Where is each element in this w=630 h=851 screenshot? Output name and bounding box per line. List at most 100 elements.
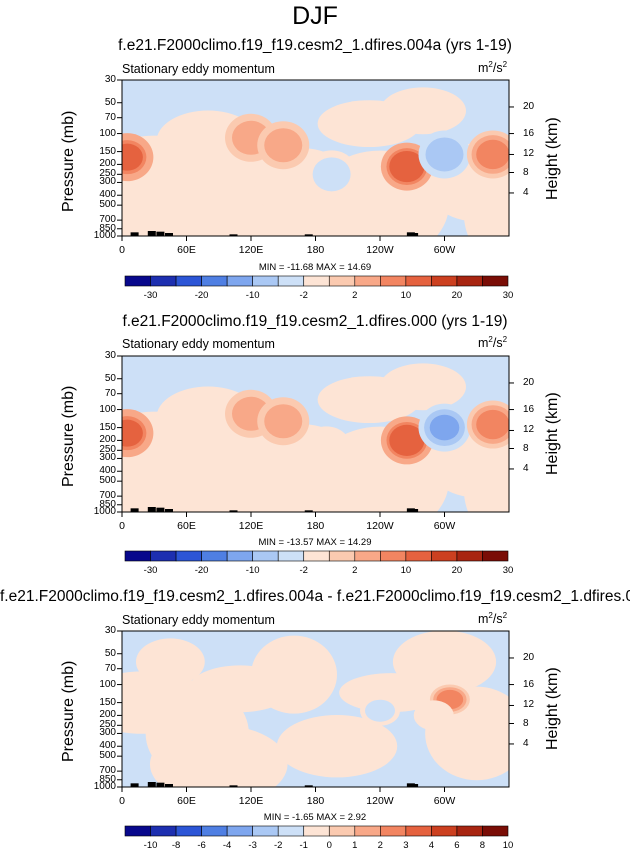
panel-2-colorbar-label: -10 [245,565,260,576]
panel-1-pressure-tick: 100 [99,127,116,139]
panel-1-colorbar-box [482,275,509,287]
panel-3-light-patch [251,635,337,714]
panel-2-colorbar-label: -2 [299,565,308,576]
panel-1-light-patch [122,179,273,236]
panel-3-pressure-tick: 50 [104,647,116,659]
panel-1-lon-tick: 0 [119,244,125,256]
panel-2-lon-tick: 0 [119,520,125,532]
panel-1-title: f.e21.F2000climo.f19_f19.cesm2_1.dfires.… [118,37,512,54]
panel-2-lon-tick: 60E [177,520,196,532]
panel-3-colorbar-label: 2 [377,840,383,851]
panel-2-colorbar-label: 30 [502,565,514,576]
panel-3-pressure-tick: 1000 [93,781,116,792]
panel-1-y2label: Height (km) [544,117,561,200]
panel-1-colorbar-label: 20 [451,290,463,301]
panel-3-colorbar-label: -3 [248,840,257,851]
panel-1-pressure-tick: 70 [104,111,116,123]
panel-2-pressure-tick: 850 [99,498,116,510]
panel-3-pressure-tick: 30 [104,625,116,636]
panel-2-colorbar-box [380,550,407,562]
panel-2-height-tick: 12 [523,424,535,436]
panel-3-colorbar-label: 3 [403,840,409,851]
panel-1-pressure-tick: 30 [104,74,116,85]
panel-1-pressure-tick: 250 [99,168,116,180]
panel-2-height-tick: 4 [523,462,529,474]
panel-3-colorbar-box [405,825,432,837]
panel-1-lon-tick: 60E [177,244,196,256]
panel-2-colorbar-label: -20 [194,565,209,576]
panel-3-heatmap [122,631,509,787]
panel-2-pressure-tick: 250 [99,444,116,456]
panel-2-heatmap [122,356,509,512]
panel-1-height-tick: 16 [523,127,535,139]
panel-1-contour [392,153,422,180]
panel-2-light-patch [463,442,509,512]
panel-2-contour [429,414,460,441]
panel-2-topography [229,510,238,512]
panel-1-colorbar-label: 30 [502,290,514,301]
panel-3-lon-tick: 120W [366,795,394,807]
panel-3-pressure-tick: 850 [99,773,116,785]
panel-1-pressure-tick: 50 [104,96,116,108]
panel-3-colorbar-label: -4 [222,840,232,851]
panel-3-colorbar-box [175,825,202,837]
panel-1-colorbar-box [328,275,356,287]
panel-3-pressure-tick: 500 [99,750,116,762]
panel-2-contour [300,426,353,475]
panel-3-colorbar-box [328,825,356,837]
panel-1-colorbar-box [201,275,228,287]
panel-2-lon-tick: 60W [433,520,456,532]
panel-3-topography [165,784,173,787]
panel-1-height-tick: 20 [523,100,535,112]
panel-2-topography [410,509,419,512]
panel-1-pressure-tick: 200 [99,158,116,170]
season-title: DJF [292,2,338,30]
panel-1-units: m2/s2 [478,60,508,76]
panel-1-min-max: MIN = -11.68 MAX = 14.69 [258,262,372,273]
panel-1-topography [304,234,313,236]
panel-1-colorbar-box [405,275,432,287]
panel-2-colorbar-box [303,550,330,562]
panel-3-units: m2/s2 [478,611,508,627]
panel-1-light-patch [380,87,466,135]
panel-2-colorbar-box [226,550,253,562]
panel-1-pressure-tick: 1000 [93,230,116,241]
panel-1-colorbar-box [150,275,177,287]
panel-3-colorbar-label: 6 [454,840,460,851]
panel-1-heatmap [122,80,509,236]
panel-1-colorbar-label: 10 [400,290,412,301]
panel-1-pressure-tick: 150 [99,145,116,157]
panel-3-colorbar-box [354,825,381,837]
panel-2-lon-tick: 120E [238,520,264,532]
panel-2-pressure-tick: 50 [104,372,116,384]
panel-3-lon-tick: 0 [119,795,125,807]
panel-3-contour [365,699,395,722]
panel-3-colorbar-label: -8 [171,840,181,851]
panel-2-pressure-tick: 70 [104,387,116,399]
panel-3-topography [156,782,165,787]
panel-1-height-tick: 4 [523,186,529,198]
panel-2-colorbar-label: -30 [143,565,158,576]
panel-2-lon-tick: 180 [306,520,325,532]
panel-2-pressure-tick: 100 [99,403,116,415]
panel-1-lon-tick: 120W [366,244,394,256]
panel-2-height-tick: 20 [523,376,535,388]
panel-1-topography [410,233,419,236]
panel-3-pressure-tick: 700 [99,765,116,777]
panel-3-colorbar-label: -10 [143,840,158,851]
panel-1-colorbar-box [303,275,330,287]
panel-1-topography [229,234,238,236]
panel-2-contour [392,427,422,454]
panel-3-contour [413,700,454,731]
panel-3-colorbar-box [431,825,458,837]
panel-2-units: m2/s2 [478,335,508,351]
panel-2-contour [122,419,143,447]
panel-1-colorbar-box [380,275,407,287]
panel-3-topography [304,785,313,787]
panel-3-colorbar-box [380,825,407,837]
panel-3-height-tick: 12 [523,699,535,711]
panel-3-colorbar-label: 8 [479,840,486,851]
panel-1-pressure-tick: 700 [99,214,116,226]
panel-2-colorbar-box [124,550,151,562]
panel-1-lon-tick: 180 [306,244,325,256]
